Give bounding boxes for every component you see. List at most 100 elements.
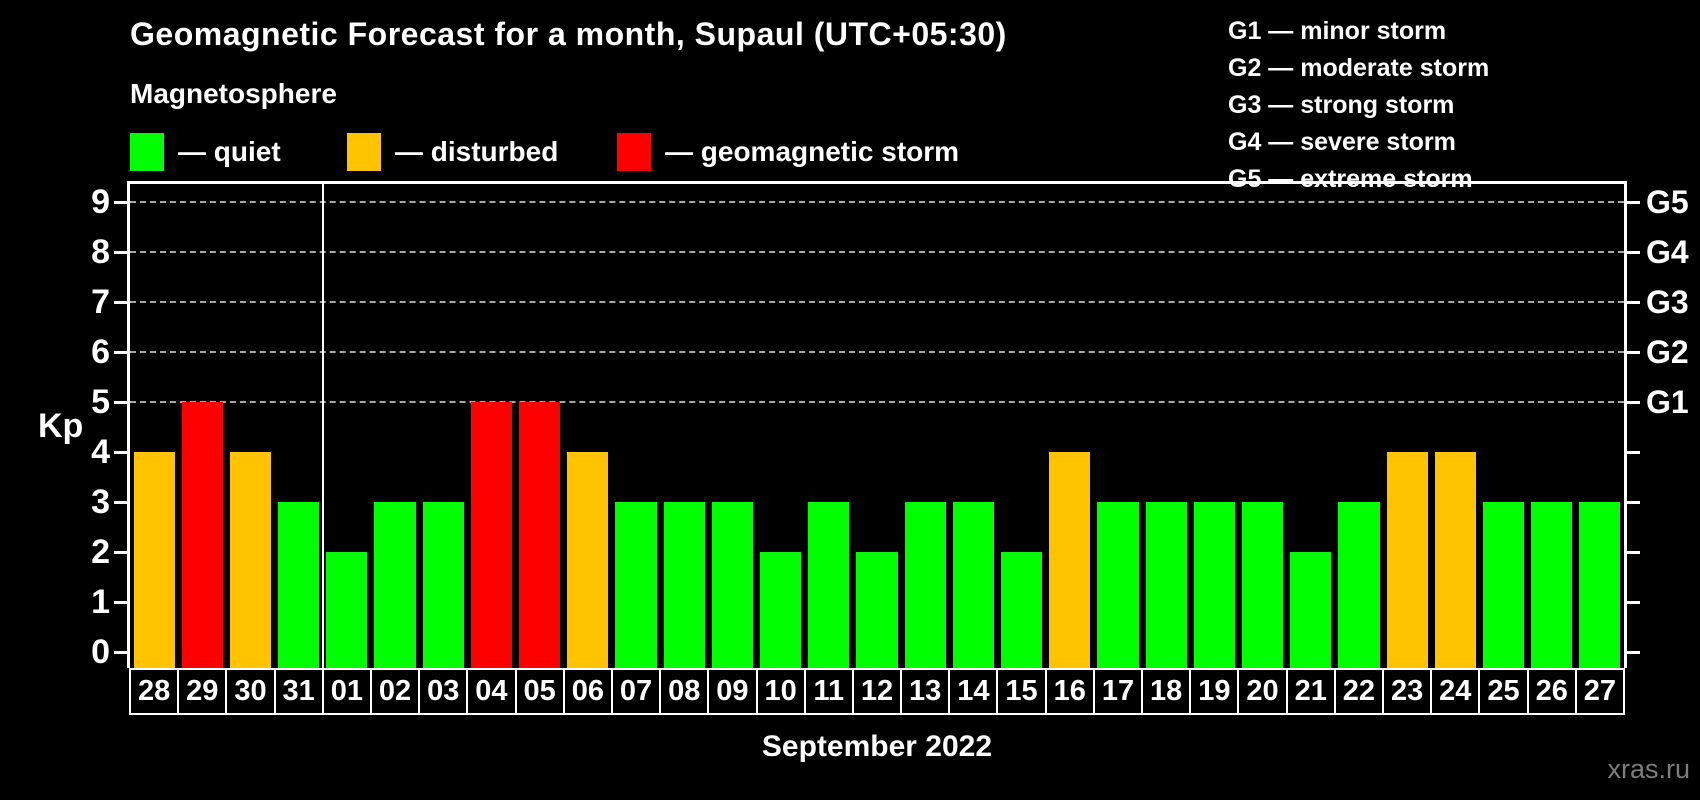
y-tick-right	[1627, 601, 1640, 604]
kp-bar	[470, 402, 513, 668]
y-tick-left	[114, 401, 127, 404]
kp-bar	[422, 502, 464, 668]
kp-bar	[1579, 502, 1621, 668]
kp-bar	[181, 402, 223, 668]
kp-bar	[1386, 452, 1428, 668]
kp-bar	[615, 502, 657, 668]
y-tick-label: 8	[91, 233, 110, 271]
y-tick-right	[1627, 201, 1640, 204]
kp-bar	[1000, 552, 1043, 668]
y-tick-left	[114, 651, 127, 654]
gridline-kp7	[130, 301, 1624, 303]
date-cell: 10	[755, 668, 806, 715]
kp-bar	[1434, 452, 1476, 668]
date-cell: 24	[1430, 668, 1481, 715]
date-cell: 22	[1333, 668, 1385, 715]
y-tick-right	[1627, 301, 1640, 304]
g-scale-legend-item: G4 — severe storm	[1228, 128, 1456, 156]
date-cell: 21	[1285, 668, 1336, 715]
kp-bar	[856, 552, 898, 668]
date-cell: 09	[707, 668, 758, 715]
gridline-kp5	[130, 401, 1624, 403]
date-cell: 12	[851, 668, 903, 715]
y-tick-right	[1627, 401, 1640, 404]
g-scale-legend-item: G2 — moderate storm	[1228, 54, 1490, 82]
kp-bar	[760, 552, 802, 668]
watermark: xras.ru	[1607, 754, 1690, 784]
date-cell: 05	[514, 668, 565, 715]
g-axis-label: G2	[1646, 334, 1689, 370]
plot-top-border	[127, 181, 1627, 184]
kp-bar	[952, 502, 994, 668]
y-tick-label: 0	[91, 633, 110, 671]
kp-bar	[904, 502, 946, 668]
date-cell: 07	[610, 668, 662, 715]
date-cell: 13	[900, 668, 951, 715]
x-axis-label: September 2022	[761, 730, 993, 763]
date-cell: 20	[1237, 668, 1288, 715]
y-axis-label: Kp	[38, 407, 84, 445]
kp-bar	[133, 452, 175, 668]
y-tick-label: 4	[91, 433, 110, 471]
legend-label-disturbed: — disturbed	[395, 136, 559, 167]
legend-label-storm: — geomagnetic storm	[665, 136, 960, 167]
y-tick-right	[1627, 251, 1640, 254]
date-cell: 04	[466, 668, 517, 715]
kp-bar	[1193, 502, 1235, 668]
g-axis-label: G1	[1646, 384, 1689, 420]
date-cell: 15	[996, 668, 1047, 715]
storm-swatch	[617, 133, 651, 171]
kp-bar	[278, 502, 320, 668]
date-cell: 25	[1478, 668, 1529, 715]
g-axis-label: G3	[1646, 284, 1689, 320]
y-tick-left	[114, 501, 127, 504]
g-axis-label: G4	[1646, 234, 1689, 270]
y-axis-right	[1624, 183, 1627, 668]
g-scale-legend-item: G1 — minor storm	[1228, 17, 1447, 45]
date-cell: 11	[803, 668, 854, 715]
y-tick-left	[114, 301, 127, 304]
gridline-kp9	[130, 201, 1624, 203]
date-cell: 14	[948, 668, 999, 715]
y-tick-left	[114, 551, 127, 554]
y-tick-left	[114, 601, 127, 604]
y-tick-right	[1627, 551, 1640, 554]
kp-bar	[1338, 502, 1380, 668]
kp-bar	[567, 452, 609, 668]
date-cell: 23	[1382, 668, 1433, 715]
date-cell: 26	[1526, 668, 1577, 715]
date-cell: 29	[177, 668, 228, 715]
kp-bar	[374, 502, 416, 668]
gridline-kp6	[130, 351, 1624, 353]
date-cell: 08	[659, 668, 710, 715]
kp-bar	[1145, 502, 1187, 668]
g-axis-label: G5	[1646, 184, 1689, 220]
kp-bar	[808, 502, 850, 668]
y-tick-left	[114, 351, 127, 354]
month-boundary-line	[321, 183, 324, 668]
kp-bar	[229, 452, 272, 668]
kp-bar	[1482, 502, 1525, 668]
y-tick-left	[114, 251, 127, 254]
date-cell: 28	[129, 668, 180, 715]
y-tick-label: 5	[91, 383, 110, 421]
kp-bar	[663, 502, 705, 668]
y-tick-right	[1627, 451, 1640, 454]
g-scale-legend: G1 — minor storm G2 — moderate storm G3 — …	[1228, 13, 1489, 198]
date-cell: 30	[225, 668, 276, 715]
kp-bar	[326, 552, 368, 668]
y-tick-label: 3	[91, 483, 110, 521]
kp-bar	[1290, 552, 1332, 668]
disturbed-swatch	[347, 133, 381, 171]
y-tick-left	[114, 451, 127, 454]
kp-bar	[1049, 452, 1091, 668]
y-tick-label: 2	[91, 533, 110, 571]
y-tick-label: 1	[91, 583, 110, 621]
quiet-swatch	[130, 133, 164, 171]
y-tick-label: 7	[91, 283, 110, 321]
date-cell: 02	[369, 668, 421, 715]
kp-bar	[519, 402, 561, 668]
kp-bar	[1097, 502, 1139, 668]
